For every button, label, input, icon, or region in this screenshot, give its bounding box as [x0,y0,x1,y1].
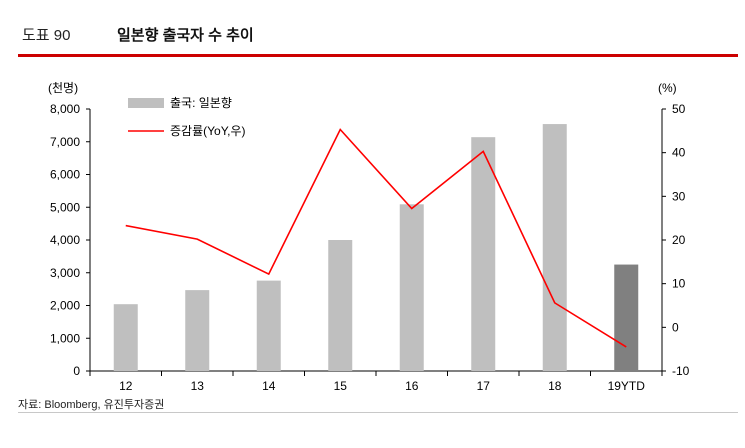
line-series [125,128,627,348]
bar [185,290,210,371]
figure-header: 도표 90 일본향 출국자 수 추이 [0,0,745,58]
left-axis-tick-label: 3,000 [50,266,80,280]
bar [399,204,424,371]
left-axis-tick-label: 4,000 [50,233,80,247]
legend-bar-swatch [128,98,164,108]
x-axis-tick-label: 16 [405,379,419,393]
bar [542,124,567,371]
x-axis-tick-label: 14 [262,379,276,393]
header-accent-rule [18,54,738,57]
chart-axes: 0 1,000 2,000 3,000 4,000 5,000 6,000 7,000 8,00… [48,80,690,393]
bar [471,137,496,371]
yoy-line [125,128,627,348]
left-axis-tick-label: 8,000 [50,102,80,116]
right-axis-tick-label: 40 [672,146,686,160]
x-axis-tick-label: 13 [191,379,205,393]
left-axis-tick-label: 1,000 [50,331,80,345]
right-axis-unit: (%) [658,81,677,95]
figure-label: 도표 90 [22,27,71,44]
chart: 0 1,000 2,000 3,000 4,000 5,000 6,000 7,000 8,00… [48,80,690,393]
right-axis-tick-label: 20 [672,233,686,247]
bar [113,304,138,371]
x-axis-tick-label: 15 [334,379,348,393]
x-axis-tick-label: 12 [119,379,133,393]
x-axis-tick-label: 19YTD [608,379,646,393]
right-axis-tick-label: 50 [672,102,686,116]
bar [614,264,639,371]
right-axis-tick-label: 30 [672,189,686,203]
right-axis-tick-label: -10 [672,364,690,378]
bar-series [113,124,639,371]
left-axis-tick-label: 2,000 [50,299,80,313]
right-axis-tick-label: 0 [672,320,679,334]
left-axis-tick-label: 7,000 [50,135,80,149]
left-axis-tick-label: 6,000 [50,168,80,182]
x-axis-tick-label: 18 [548,379,562,393]
x-axis-tick-label: 17 [477,379,491,393]
right-axis-tick-label: 10 [672,277,686,291]
legend-line-label: 증감률(YoY,우) [170,124,246,138]
footer-rule [18,412,738,413]
figure-title: 일본향 출국자 수 추이 [117,27,254,44]
left-axis-tick-label: 5,000 [50,200,80,214]
bar [256,280,281,371]
source-note: 자료: Bloomberg, 유진투자증권 [18,399,165,411]
bar [328,240,353,371]
legend-bar-label: 출국: 일본향 [170,96,232,110]
left-axis-unit: (천명) [48,80,78,95]
left-axis-tick-label: 0 [73,364,80,378]
